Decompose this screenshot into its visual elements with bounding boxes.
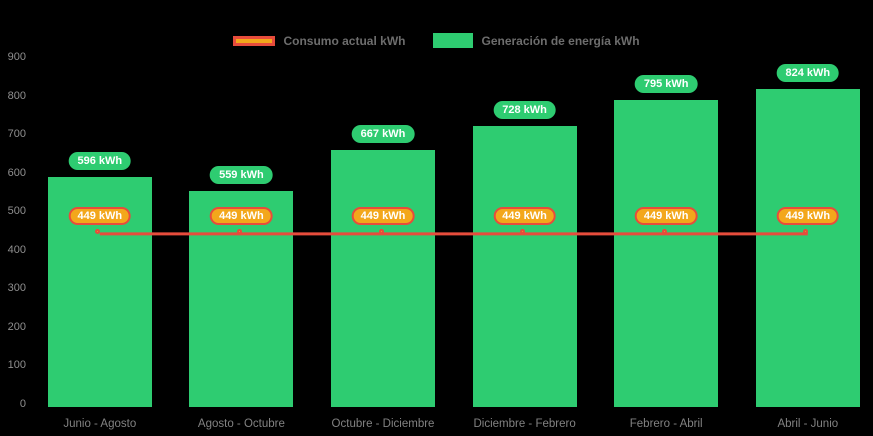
y-axis-tick-label: 500 [7,205,26,218]
y-axis-tick-label: 900 [7,51,26,63]
consumo-value-pill: 449 kWh [776,206,840,225]
consumo-swatch-icon [233,35,276,46]
bar-value-pill: 596 kWh [68,152,132,171]
line-point-dot[interactable] [95,229,101,235]
bar-value-pill: 728 kWh [493,101,556,120]
y-axis-tick-label: 800 [7,89,26,102]
legend-consumo-label: Consumo actual kWh [283,33,406,48]
generacion-swatch-icon [433,33,474,48]
bar-generacion[interactable] [331,149,435,407]
consumo-value-pill: 449 kWh [634,206,698,225]
x-axis-label: Agosto - Octubre [197,418,285,430]
y-axis-tick-label: 200 [7,320,26,333]
y-axis-tick-label: 400 [7,243,26,256]
x-axis-label: Abril - Junio [777,418,839,430]
legend: Consumo actual kWh Generación de energía… [0,33,873,48]
consumo-value-pill: 449 kWh [210,206,273,225]
x-axis-label: Febrero - Abril [629,418,703,430]
legend-item-consumo[interactable]: Consumo actual kWh [233,34,405,48]
bar-generacion[interactable] [189,191,294,407]
x-axis-label: Diciembre - Febrero [473,418,576,430]
x-axis-label: Junio - Agosto [63,418,137,430]
consumo-value-pill: 449 kWh [493,206,556,225]
consumo-value-pill: 449 kWh [351,206,415,225]
y-axis-tick-label: 100 [7,359,26,372]
legend-item-generacion[interactable]: Generación de energía kWh [433,33,640,48]
y-axis-tick-label: 0 [19,398,26,410]
x-axis-label: Octubre - Diciembre [331,418,435,430]
bar-value-pill: 667 kWh [351,124,415,143]
y-axis-tick-label: 600 [7,166,26,179]
bar-generacion[interactable] [614,100,719,407]
y-axis-tick-label: 700 [7,128,26,141]
bar-value-pill: 559 kWh [210,166,273,185]
bar-generacion[interactable] [472,126,577,407]
bar-generacion[interactable] [755,89,860,407]
y-axis-tick-label: 300 [7,282,26,295]
bar-value-pill: 795 kWh [634,75,698,94]
consumo-value-pill: 449 kWh [68,206,132,225]
bar-value-pill: 824 kWh [776,64,840,83]
line-point-dot[interactable] [378,229,384,235]
legend-generacion-label: Generación de energía kWh [481,33,640,48]
